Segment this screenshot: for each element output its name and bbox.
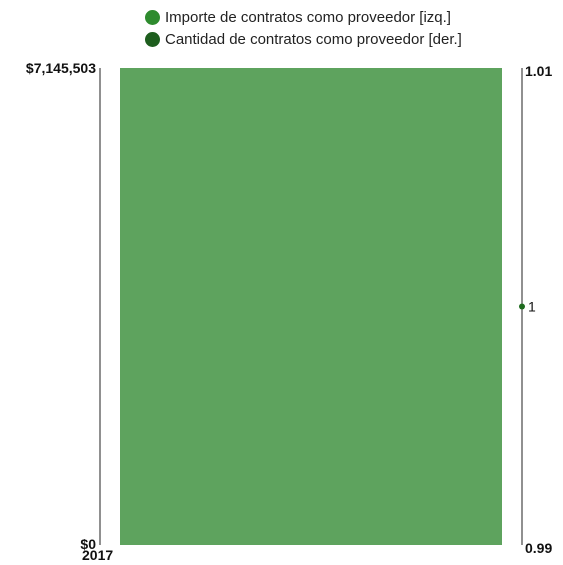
legend-marker-importe bbox=[145, 9, 160, 25]
left-tick-min: $0 bbox=[80, 536, 96, 552]
x-tick-2017: 2017 bbox=[82, 547, 113, 563]
legend-label-cantidad: Cantidad de contratos como proveedor [de… bbox=[165, 30, 462, 48]
point-label-cantidad: 1 bbox=[528, 299, 536, 315]
legend-marker-cantidad bbox=[145, 31, 160, 47]
point-cantidad-2017 bbox=[519, 303, 525, 310]
chart-legend: Importe de contratos como proveedor [izq… bbox=[145, 6, 462, 50]
bar-2017 bbox=[120, 68, 502, 545]
right-tick-min: 0.99 bbox=[525, 540, 552, 556]
chart-marks: $0 $7,145,503 0.99 1.01 2017 1 bbox=[26, 60, 553, 563]
legend-item-importe[interactable]: Importe de contratos como proveedor [izq… bbox=[145, 6, 462, 28]
left-tick-max: $7,145,503 bbox=[26, 60, 96, 76]
legend-label-importe: Importe de contratos como proveedor [izq… bbox=[165, 8, 451, 26]
legend-item-cantidad[interactable]: Cantidad de contratos como proveedor [de… bbox=[145, 28, 462, 50]
right-tick-max: 1.01 bbox=[525, 63, 552, 79]
